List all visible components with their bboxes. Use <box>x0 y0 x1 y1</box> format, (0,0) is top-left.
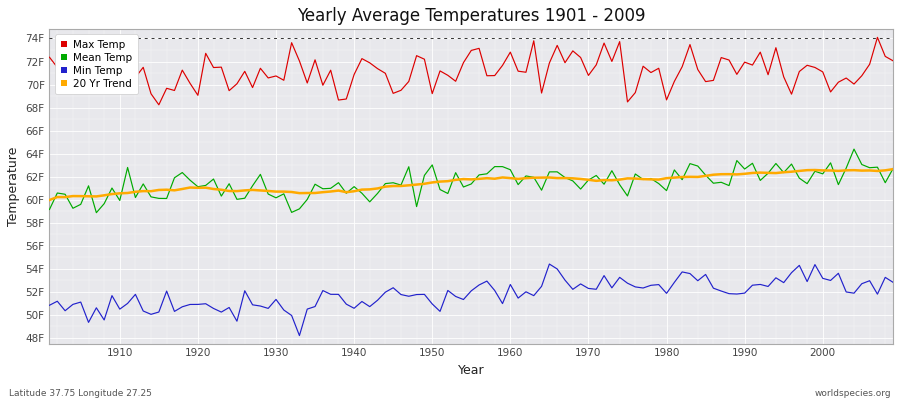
Legend: Max Temp, Mean Temp, Min Temp, 20 Yr Trend: Max Temp, Mean Temp, Min Temp, 20 Yr Tre… <box>55 34 138 94</box>
X-axis label: Year: Year <box>458 364 484 377</box>
Text: worldspecies.org: worldspecies.org <box>814 389 891 398</box>
Y-axis label: Temperature: Temperature <box>7 147 20 226</box>
Title: Yearly Average Temperatures 1901 - 2009: Yearly Average Temperatures 1901 - 2009 <box>297 7 645 25</box>
Text: Latitude 37.75 Longitude 27.25: Latitude 37.75 Longitude 27.25 <box>9 389 152 398</box>
